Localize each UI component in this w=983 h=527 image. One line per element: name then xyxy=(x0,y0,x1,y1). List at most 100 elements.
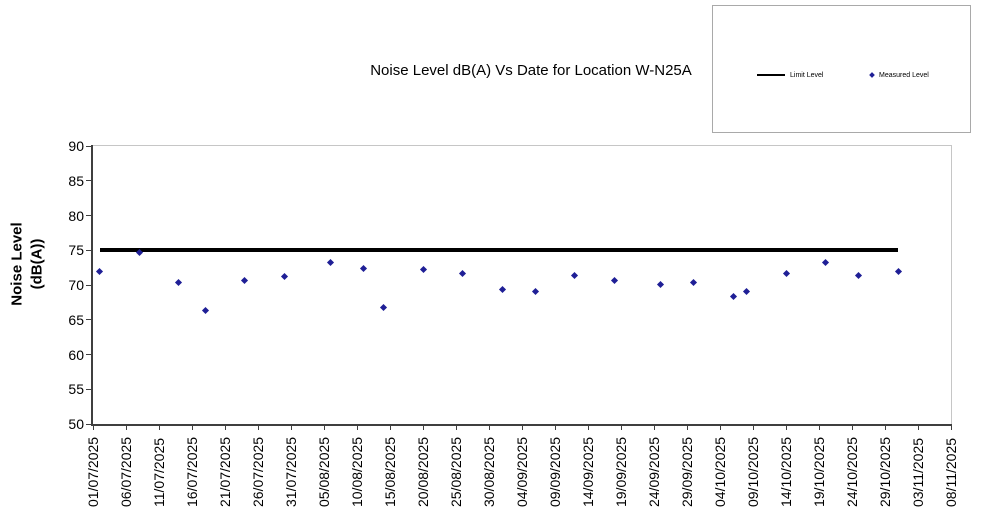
x-tick-label: 24/10/2025 xyxy=(844,436,860,507)
y-tick-label: 80 xyxy=(68,207,84,224)
x-tick-mark xyxy=(884,426,886,430)
x-tick-mark xyxy=(257,426,259,430)
x-tick-label: 09/10/2025 xyxy=(745,436,761,507)
x-tick-label: 03/11/2025 xyxy=(910,437,926,507)
y-tick-label: 85 xyxy=(68,172,84,189)
x-tick-mark xyxy=(224,426,226,430)
x-tick-mark xyxy=(191,426,193,430)
x-tick-label: 09/09/2025 xyxy=(547,436,563,507)
x-tick-mark xyxy=(389,426,391,430)
x-tick-mark xyxy=(290,426,292,430)
x-tick-label: 06/07/2025 xyxy=(118,436,134,507)
y-axis-line xyxy=(91,145,93,426)
y-tick-mark xyxy=(86,354,91,355)
measured-level-point xyxy=(175,278,183,286)
x-tick-mark xyxy=(785,426,787,430)
measured-level-point xyxy=(201,306,209,314)
measured-level-point xyxy=(657,280,665,288)
y-tick-mark xyxy=(86,145,91,147)
measured-level-point xyxy=(855,272,863,280)
x-tick-label: 29/10/2025 xyxy=(877,436,893,507)
x-tick-mark xyxy=(521,426,523,430)
x-tick-label: 04/10/2025 xyxy=(712,436,728,507)
y-tick-label: 50 xyxy=(68,416,84,432)
x-tick-label: 01/07/2025 xyxy=(85,436,101,507)
legend-box: Limit Level Measured Level xyxy=(712,5,971,133)
chart-title: Noise Level dB(A) Vs Date for Location W… xyxy=(370,62,692,79)
x-tick-mark xyxy=(917,426,919,430)
x-tick-mark xyxy=(488,426,490,430)
x-tick-label: 04/09/2025 xyxy=(514,436,530,507)
x-tick-mark xyxy=(356,426,358,430)
x-tick-mark xyxy=(851,426,853,430)
limit-level-line xyxy=(99,248,899,253)
x-tick-label: 08/11/2025 xyxy=(943,437,959,507)
y-tick-label: 55 xyxy=(68,381,84,398)
y-tick-mark xyxy=(86,249,91,251)
measured-level-point xyxy=(360,264,368,272)
legend-item-limit-level: Limit Level xyxy=(757,70,823,80)
x-tick-label: 31/07/2025 xyxy=(283,436,299,507)
measured-diamond-swatch-icon xyxy=(869,72,875,78)
y-axis-title: Noise Level (dB(A)) xyxy=(8,222,47,305)
x-tick-mark xyxy=(719,426,721,430)
x-tick-label: 19/10/2025 xyxy=(811,436,827,507)
x-tick-mark xyxy=(125,426,127,430)
x-tick-mark xyxy=(653,426,655,430)
x-axis-line xyxy=(91,424,952,426)
x-tick-mark xyxy=(554,426,556,430)
x-tick-label: 11/07/2025 xyxy=(151,437,167,507)
measured-level-point xyxy=(241,277,249,285)
measured-level-point xyxy=(690,279,698,287)
x-tick-mark xyxy=(686,426,688,430)
x-tick-label: 15/08/2025 xyxy=(382,436,398,507)
measured-level-point xyxy=(742,287,750,295)
y-tick-mark xyxy=(86,319,91,321)
x-tick-mark xyxy=(620,426,622,430)
y-tick-label: 75 xyxy=(68,242,84,259)
measured-level-point xyxy=(822,259,830,267)
x-tick-mark xyxy=(323,426,325,430)
y-tick-label: 60 xyxy=(68,346,84,363)
x-tick-label: 29/09/2025 xyxy=(679,436,695,507)
y-axis-title-line2: (dB(A)) xyxy=(28,238,45,290)
x-tick-mark xyxy=(752,426,754,430)
plot-border-top xyxy=(93,145,952,146)
y-tick-label: 65 xyxy=(68,311,84,328)
x-tick-label: 14/09/2025 xyxy=(580,436,596,507)
measured-level-point xyxy=(459,269,467,277)
legend-item-measured-level: Measured Level xyxy=(869,70,929,80)
x-tick-label: 14/10/2025 xyxy=(778,436,794,507)
x-tick-label: 10/08/2025 xyxy=(349,436,365,507)
measured-level-point xyxy=(498,285,506,293)
x-tick-label: 30/08/2025 xyxy=(481,436,497,507)
y-tick-mark xyxy=(86,215,91,216)
x-tick-mark xyxy=(92,426,94,430)
x-tick-label: 24/09/2025 xyxy=(646,436,662,507)
measured-level-point xyxy=(280,273,288,281)
x-tick-label: 26/07/2025 xyxy=(250,436,266,507)
legend-label-measured-level: Measured Level xyxy=(879,71,929,79)
y-axis-title-line1: Noise Level xyxy=(8,222,26,306)
measured-level-point xyxy=(531,287,539,295)
x-tick-label: 05/08/2025 xyxy=(316,436,332,507)
x-tick-label: 25/08/2025 xyxy=(448,436,464,507)
x-tick-label: 19/09/2025 xyxy=(613,436,629,507)
plot-border-right xyxy=(951,145,952,426)
y-tick-mark xyxy=(86,423,91,425)
x-tick-label: 21/07/2025 xyxy=(217,436,233,507)
y-tick-mark xyxy=(86,284,91,286)
measured-level-point xyxy=(379,304,387,312)
measured-level-point xyxy=(610,276,618,284)
measured-level-point xyxy=(571,271,579,279)
measured-level-point xyxy=(327,259,335,267)
x-tick-mark xyxy=(950,426,952,430)
x-tick-label: 16/07/2025 xyxy=(184,436,200,507)
y-tick-mark xyxy=(86,388,91,390)
y-tick-mark xyxy=(86,180,91,182)
measured-level-point xyxy=(729,293,737,301)
legend-label-limit-level: Limit Level xyxy=(790,71,824,79)
x-tick-mark xyxy=(587,426,589,430)
measured-level-point xyxy=(96,268,104,276)
